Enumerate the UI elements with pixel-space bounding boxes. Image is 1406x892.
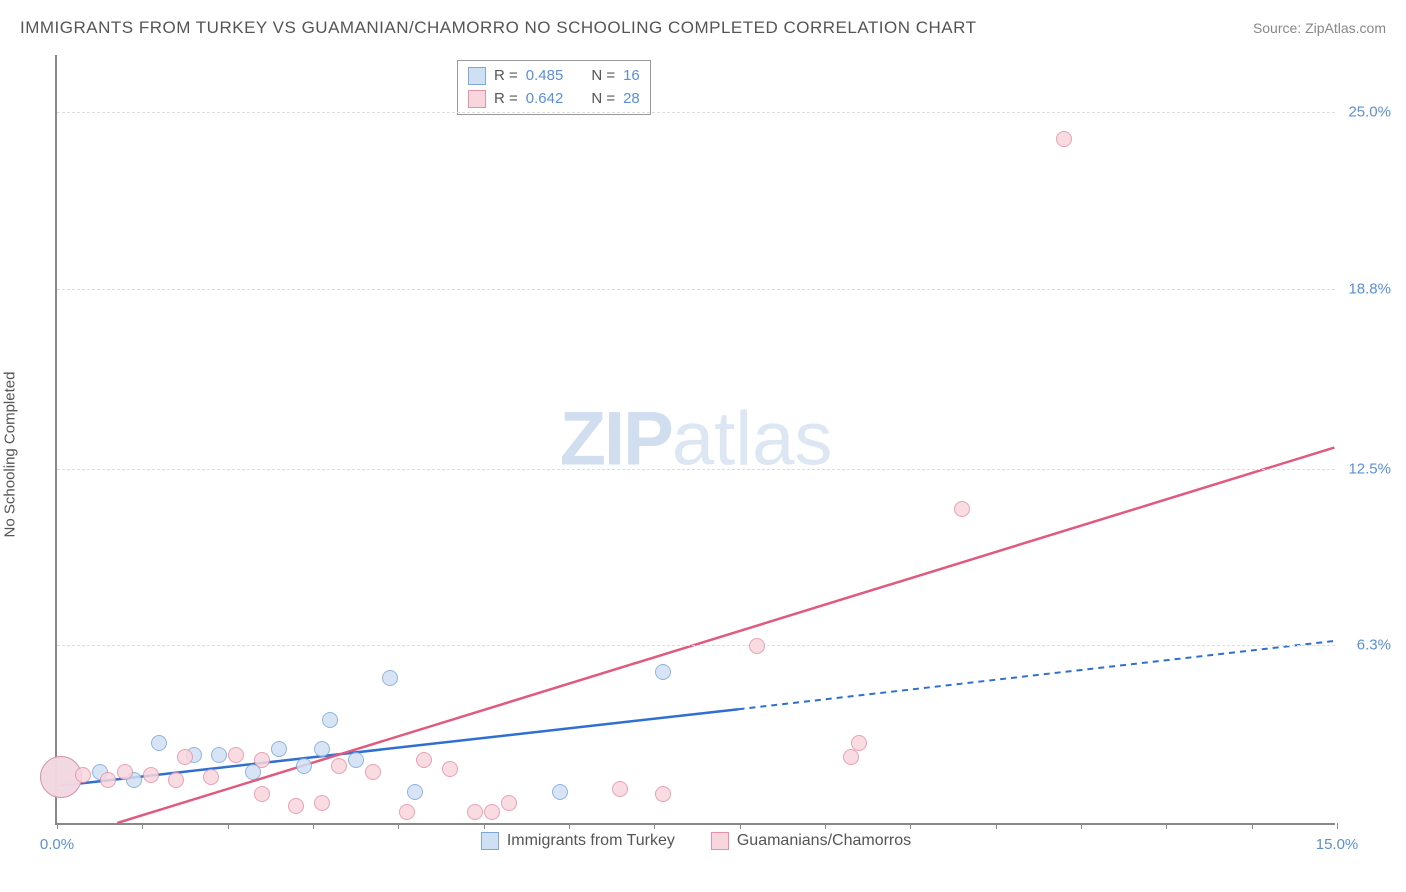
legend-n-label: N = <box>591 65 615 88</box>
plot-area: ZIPatlas R =0.485N =16R =0.642N =28 Immi… <box>55 55 1335 825</box>
legend-r-value: 0.485 <box>526 65 564 88</box>
data-point <box>75 767 91 783</box>
data-point <box>749 638 765 654</box>
legend-item: Guamanians/Chamorros <box>711 832 911 850</box>
legend-swatch <box>468 90 486 108</box>
y-tick-label: 12.5% <box>1348 460 1391 477</box>
data-point <box>501 795 517 811</box>
legend-n-label: N = <box>591 88 615 111</box>
gridline <box>57 289 1335 290</box>
data-point <box>117 764 133 780</box>
data-point <box>442 761 458 777</box>
header: IMMIGRANTS FROM TURKEY VS GUAMANIAN/CHAM… <box>20 18 1386 38</box>
data-point <box>168 772 184 788</box>
legend-top: R = 0.485 N = 16 R = 0.642 N = 28 <box>457 60 651 115</box>
x-tick-mark <box>1081 823 1082 829</box>
data-point <box>655 786 671 802</box>
x-tick-mark <box>228 823 229 829</box>
trend-lines <box>57 55 1335 823</box>
x-tick-mark <box>825 823 826 829</box>
legend-item: Immigrants from Turkey <box>481 832 675 850</box>
data-point <box>655 664 671 680</box>
x-tick-mark <box>996 823 997 829</box>
trend-line-extrapolated <box>739 641 1335 709</box>
gridline <box>57 645 1335 646</box>
data-point <box>467 804 483 820</box>
legend-r-label: R = <box>494 88 518 111</box>
x-tick-mark <box>910 823 911 829</box>
y-tick-label: 25.0% <box>1348 104 1391 121</box>
data-point <box>211 747 227 763</box>
data-point <box>954 501 970 517</box>
x-tick-mark <box>1337 823 1338 829</box>
x-tick-label: 0.0% <box>40 836 74 853</box>
chart-title: IMMIGRANTS FROM TURKEY VS GUAMANIAN/CHAM… <box>20 18 977 38</box>
gridline <box>57 469 1335 470</box>
legend-n-value: 28 <box>623 88 640 111</box>
data-point <box>314 795 330 811</box>
data-point <box>1056 131 1072 147</box>
data-point <box>843 749 859 765</box>
x-tick-mark <box>1252 823 1253 829</box>
data-point <box>296 758 312 774</box>
data-point <box>348 752 364 768</box>
data-point <box>151 735 167 751</box>
y-tick-label: 18.8% <box>1348 280 1391 297</box>
data-point <box>271 741 287 757</box>
data-point <box>177 749 193 765</box>
legend-swatch <box>468 67 486 85</box>
data-point <box>382 670 398 686</box>
x-tick-mark <box>740 823 741 829</box>
data-point <box>228 747 244 763</box>
data-point <box>143 767 159 783</box>
data-point <box>851 735 867 751</box>
data-point <box>331 758 347 774</box>
legend-r-label: R = <box>494 65 518 88</box>
data-point <box>407 784 423 800</box>
legend-stat-row: R = 0.642 N = 28 <box>468 88 640 111</box>
y-axis-label: No Schooling Completed <box>2 372 19 538</box>
x-tick-mark <box>1166 823 1167 829</box>
data-point <box>399 804 415 820</box>
chart-source: Source: ZipAtlas.com <box>1253 20 1386 36</box>
data-point <box>365 764 381 780</box>
legend-series-label: Guamanians/Chamorros <box>737 832 911 850</box>
data-point <box>322 712 338 728</box>
x-tick-mark <box>313 823 314 829</box>
legend-n-value: 16 <box>623 65 640 88</box>
x-tick-mark <box>569 823 570 829</box>
x-tick-mark <box>484 823 485 829</box>
data-point <box>612 781 628 797</box>
x-tick-mark <box>398 823 399 829</box>
data-point <box>314 741 330 757</box>
y-tick-label: 6.3% <box>1357 637 1391 654</box>
data-point <box>288 798 304 814</box>
data-point <box>484 804 500 820</box>
data-point <box>203 769 219 785</box>
x-tick-mark <box>654 823 655 829</box>
data-point <box>100 772 116 788</box>
legend-r-value: 0.642 <box>526 88 564 111</box>
data-point <box>254 786 270 802</box>
data-point <box>416 752 432 768</box>
data-point <box>254 752 270 768</box>
x-tick-mark <box>142 823 143 829</box>
legend-swatch <box>481 832 499 850</box>
legend-series-label: Immigrants from Turkey <box>507 832 675 850</box>
gridline <box>57 112 1335 113</box>
x-tick-label: 15.0% <box>1316 836 1359 853</box>
data-point <box>552 784 568 800</box>
legend-swatch <box>711 832 729 850</box>
legend-bottom: Immigrants from Turkey Guamanians/Chamorr… <box>57 832 1335 855</box>
x-tick-mark <box>57 823 58 829</box>
legend-stat-row: R = 0.485 N = 16 <box>468 65 640 88</box>
